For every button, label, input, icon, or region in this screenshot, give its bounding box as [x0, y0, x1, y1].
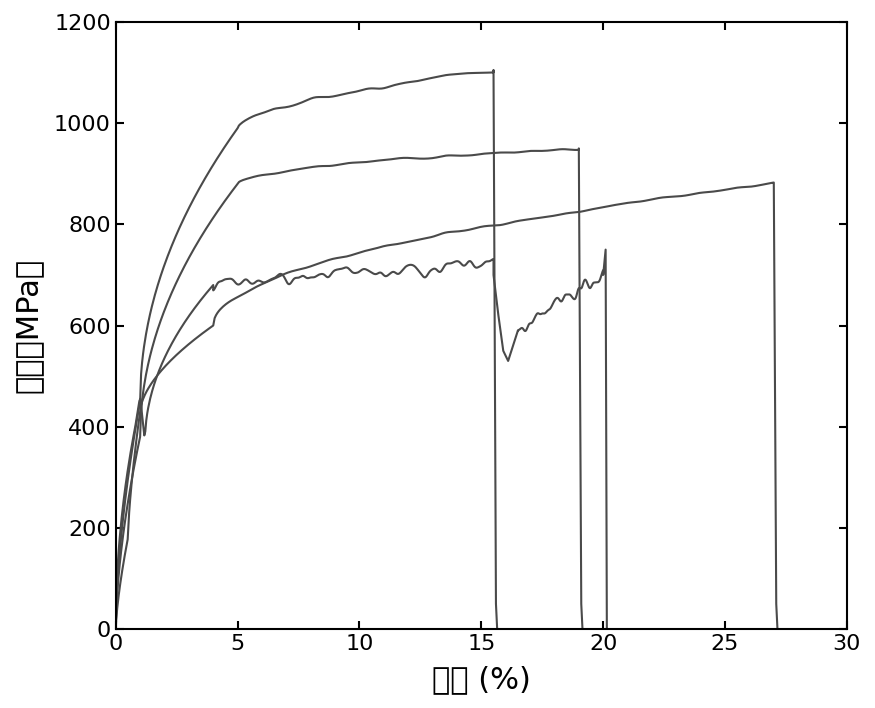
X-axis label: 应变 (%): 应变 (%) [432, 665, 531, 694]
Y-axis label: 应力（MPa）: 应力（MPa） [14, 258, 43, 393]
